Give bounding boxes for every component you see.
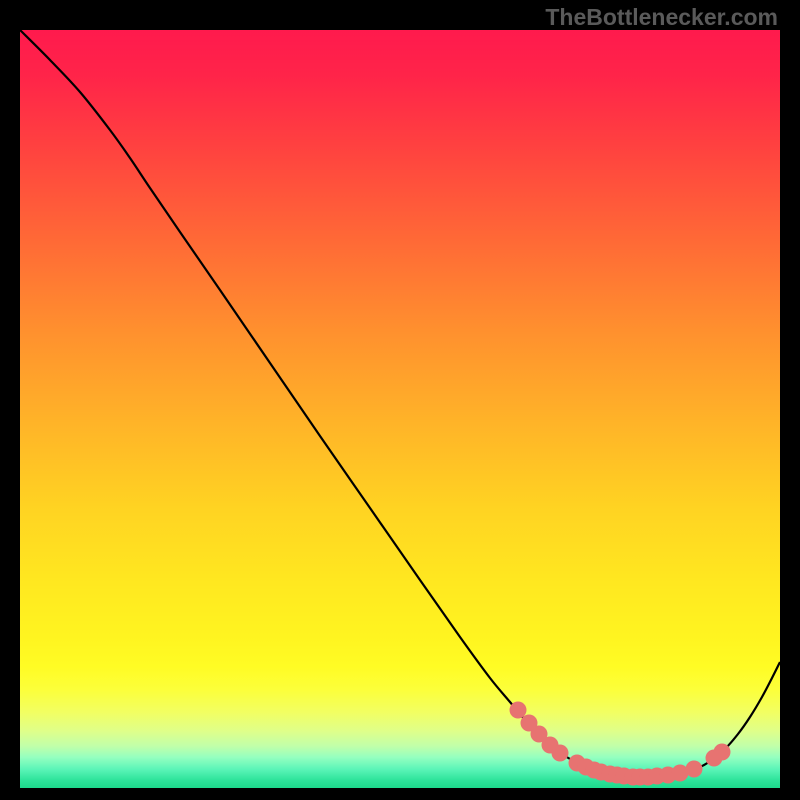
data-marker [714, 744, 731, 761]
bottleneck-curve [20, 30, 780, 777]
data-marker [552, 745, 569, 762]
data-marker [686, 761, 703, 778]
plot-area [20, 30, 780, 788]
data-marker [510, 702, 527, 719]
data-markers [510, 702, 731, 786]
watermark-text: TheBottlenecker.com [545, 4, 778, 31]
chart-svg [20, 30, 780, 788]
